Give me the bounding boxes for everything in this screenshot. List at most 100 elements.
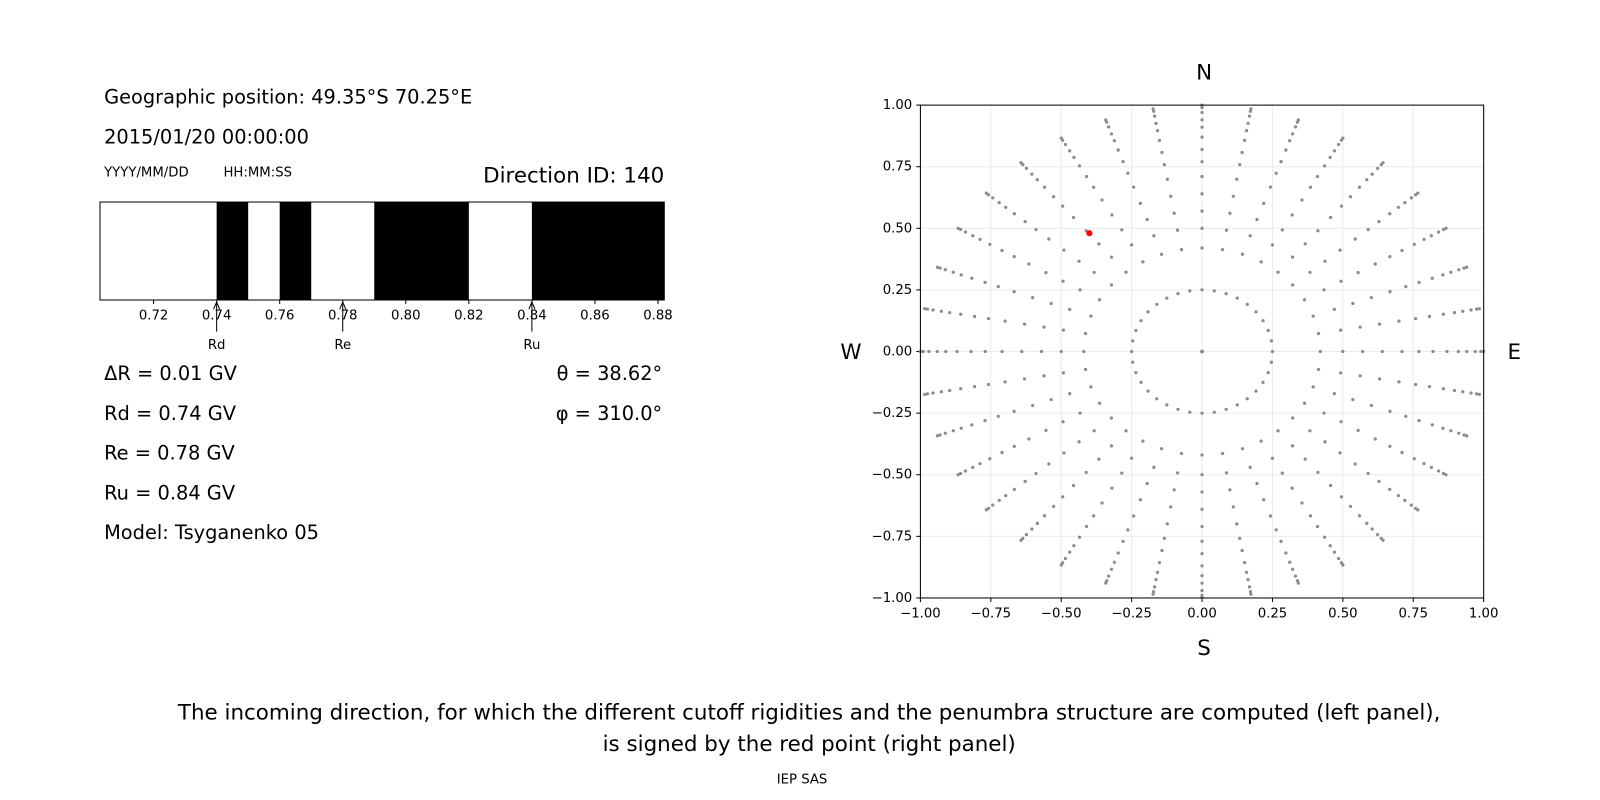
- x-tick-label: −1.00: [900, 606, 941, 621]
- direction-point: [944, 349, 948, 354]
- direction-point: [1457, 431, 1461, 435]
- direction-point: [1291, 283, 1295, 287]
- direction-point: [1100, 501, 1104, 505]
- direction-point: [1109, 255, 1114, 259]
- direction-point: [1097, 242, 1101, 246]
- direction-point: [1235, 296, 1239, 300]
- direction-point: [1012, 212, 1016, 216]
- direction-point: [1365, 521, 1369, 525]
- forbidden-band: [374, 202, 469, 300]
- marker-label: Ru: [523, 338, 540, 353]
- direction-point: [1280, 228, 1284, 232]
- direction-point: [1338, 248, 1342, 252]
- direction-point: [948, 388, 952, 393]
- direction-point: [1328, 215, 1333, 220]
- direction-point: [1259, 439, 1263, 443]
- direction-point: [1141, 439, 1145, 443]
- direction-point: [1179, 451, 1184, 456]
- y-tick-label: −0.75: [872, 529, 913, 544]
- direction-point: [1019, 538, 1023, 542]
- direction-point: [1159, 447, 1164, 451]
- direction-point: [1381, 538, 1385, 542]
- direction-point: [1377, 377, 1382, 381]
- direction-point: [1429, 465, 1433, 469]
- direction-point: [1254, 389, 1258, 393]
- direction-point: [1293, 125, 1298, 129]
- direction-point: [1160, 548, 1164, 553]
- direction-point: [1023, 220, 1027, 224]
- direction-point: [1044, 271, 1048, 275]
- direction-point: [1024, 533, 1029, 537]
- forbidden-band: [216, 202, 249, 300]
- direction-point: [1316, 331, 1321, 336]
- direction-point: [1248, 234, 1252, 238]
- direction-point: [931, 391, 935, 395]
- direction-point: [1351, 301, 1355, 306]
- direction-point: [1240, 252, 1245, 256]
- direction-point: [1238, 536, 1242, 541]
- direction-point: [1068, 149, 1072, 153]
- direction-point: [1323, 440, 1327, 444]
- direction-point: [1412, 457, 1416, 461]
- direction-point: [1269, 360, 1274, 364]
- direction-point: [1427, 314, 1432, 319]
- direction-point: [1141, 260, 1145, 264]
- direction-point: [1109, 283, 1114, 287]
- direction-point: [1261, 319, 1265, 323]
- direction-point: [1145, 481, 1149, 486]
- direction-point: [1240, 447, 1245, 451]
- direction-point: [1151, 109, 1156, 113]
- direction-point: [1200, 226, 1204, 230]
- x-tick-label: 0.72: [139, 308, 169, 323]
- direction-point: [1244, 570, 1249, 575]
- direction-point: [1380, 349, 1384, 354]
- direction-point: [1072, 544, 1076, 548]
- direction-point: [1357, 185, 1362, 189]
- direction-point: [1091, 514, 1096, 518]
- direction-point: [1461, 390, 1465, 394]
- direction-point: [935, 265, 940, 269]
- direction-point: [1200, 160, 1204, 164]
- direction-point: [1270, 456, 1275, 460]
- direction-point: [1097, 457, 1101, 461]
- y-tick-label: 0.25: [883, 283, 913, 298]
- direction-point: [1269, 339, 1274, 343]
- direction-point: [1366, 471, 1370, 476]
- direction-point: [1000, 450, 1004, 455]
- direction-point: [1452, 310, 1457, 315]
- direction-point: [1109, 132, 1114, 136]
- direction-point: [1212, 289, 1216, 293]
- direction-point: [1479, 349, 1483, 354]
- direction-point: [1328, 483, 1333, 488]
- direction-point: [1068, 307, 1072, 312]
- direction-point: [1071, 215, 1076, 220]
- direction-point: [1255, 481, 1259, 486]
- direction-point: [1316, 367, 1321, 372]
- direction-point: [1388, 409, 1392, 414]
- direction-point: [1152, 234, 1156, 238]
- direction-point: [1068, 392, 1072, 396]
- direction-point: [1188, 410, 1192, 414]
- direction-point: [1042, 374, 1046, 378]
- direction-point: [1146, 310, 1150, 314]
- direction-point: [1059, 349, 1063, 354]
- direction-point: [1339, 420, 1343, 424]
- direction-point: [1162, 536, 1167, 541]
- direction-point: [1083, 331, 1088, 336]
- direction-point: [1422, 462, 1426, 466]
- direction-point: [972, 384, 977, 389]
- direction-point: [1365, 178, 1369, 182]
- info: Re = 0.78 GV: [104, 442, 235, 465]
- direction-point: [1465, 349, 1469, 354]
- direction-point: [1063, 556, 1068, 561]
- y-tick-label: −1.00: [872, 591, 913, 606]
- direction-point: [1465, 434, 1469, 438]
- direction-point: [1059, 136, 1063, 140]
- x-tick-label: −0.50: [1041, 606, 1082, 621]
- x-tick-label: 0.86: [580, 308, 610, 323]
- direction-point: [1469, 391, 1473, 395]
- direction-point: [1430, 276, 1434, 280]
- direction-point: [1165, 522, 1169, 526]
- direction-point: [1000, 248, 1004, 253]
- direction-point: [1200, 192, 1204, 196]
